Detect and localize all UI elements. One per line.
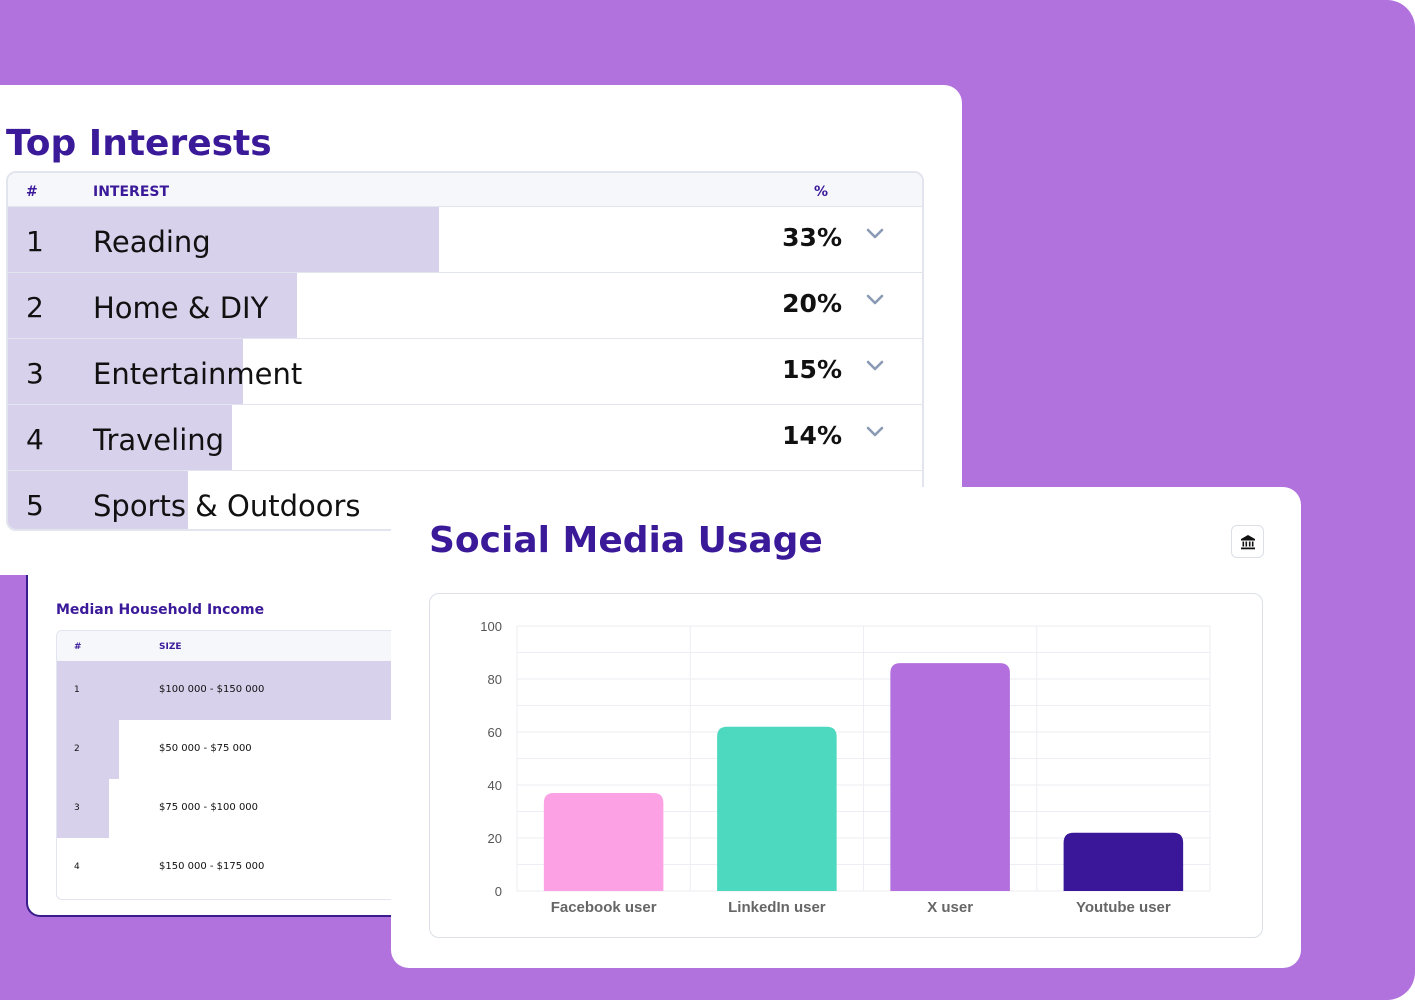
interest-name: Sports & Outdoors [93,489,361,523]
top-interests-title: Top Interests [6,123,272,164]
income-bar [57,779,109,838]
income-size: $100 000 - $150 000 [159,684,265,695]
income-row: 4 $150 000 - $175 000 [57,838,446,897]
interest-share-bar [8,339,243,404]
interest-percent: 14% [782,421,842,450]
bar-facebook-user [543,792,664,891]
interest-share-bar [8,207,439,272]
chevron-down-icon[interactable] [864,223,886,245]
income-table: # SIZE 1 $100 000 - $150 000 2 $50 000 - $7… [56,630,446,900]
chevron-down-icon[interactable] [864,421,886,443]
income-rank: 1 [74,685,80,695]
interest-rank: 3 [26,357,44,390]
y-tick-label: 20 [488,831,502,846]
x-tick-label: X user [927,899,973,916]
interest-rank: 4 [26,423,44,456]
social-media-card: Social Media Usage 0 20 40 60 80 100 Facebook … [391,487,1301,968]
y-tick-label: 0 [495,884,502,899]
chevron-down-icon[interactable] [864,289,886,311]
income-size: $150 000 - $175 000 [159,861,265,872]
income-bar [57,720,119,779]
income-rank: 4 [74,862,80,872]
bar-linkedin-user [717,726,837,891]
bar-youtube-user [1063,832,1184,891]
interest-share-bar [8,405,232,470]
interest-percent: 20% [782,289,842,318]
header-num: # [26,184,38,200]
interest-row[interactable]: 1 Reading 33% [8,207,922,273]
x-tick-label: LinkedIn user [728,899,826,916]
interest-rank: 2 [26,291,44,324]
income-size: $50 000 - $75 000 [159,743,252,754]
bar-x-user [890,663,1010,891]
social-media-chart: 0 20 40 60 80 100 Facebook user LinkedIn user X … [480,619,1211,916]
header-percent: % [814,184,829,200]
chart-container: 0 20 40 60 80 100 Facebook user LinkedIn user X … [429,593,1263,938]
income-rank: 3 [74,803,80,813]
interest-row[interactable]: 3 Entertainment 15% [8,339,922,405]
income-table-header: # SIZE [57,631,446,661]
income-rank: 2 [74,744,80,754]
interests-table: # INTEREST % 1 Reading 33% 2 Home & DIY 20% 3 E… [6,171,924,531]
interest-row[interactable]: 4 Traveling 14% [8,405,922,471]
interest-rank: 1 [26,225,44,258]
x-tick-label: Youtube user [1076,899,1171,916]
interest-name: Reading [93,225,211,259]
interest-row[interactable]: 2 Home & DIY 20% [8,273,922,339]
interest-name: Home & DIY [93,291,269,325]
income-card: Median Household Income # SIZE 1 $100 000… [26,575,446,917]
social-media-title: Social Media Usage [429,520,823,561]
interest-name: Entertainment [93,357,303,391]
income-title: Median Household Income [56,602,265,618]
income-header-size: SIZE [159,642,182,652]
income-size: $75 000 - $100 000 [159,802,259,813]
y-tick-label: 40 [488,778,502,793]
export-button[interactable] [1231,525,1264,558]
interest-name: Traveling [93,423,225,457]
income-row: 1 $100 000 - $150 000 [57,661,446,720]
interest-row[interactable]: 5 Sports & Outdoors [8,471,922,529]
top-interests-card: Top Interests # INTEREST % 1 Reading 33% 2 H… [0,85,962,575]
income-row: 3 $75 000 - $100 000 [57,779,446,838]
y-tick-label: 60 [488,725,502,740]
income-row: 2 $50 000 - $75 000 [57,720,446,779]
chevron-down-icon[interactable] [864,355,886,377]
interest-percent: 15% [782,355,842,384]
interests-table-header: # INTEREST % [8,173,922,207]
interest-share-bar [8,273,297,338]
interest-rank: 5 [26,489,44,522]
y-tick-label: 100 [480,619,502,634]
x-tick-label: Facebook user [551,899,657,916]
interest-share-bar [8,471,188,529]
header-interest: INTEREST [93,184,170,200]
income-header-num: # [74,642,82,652]
bank-icon [1241,535,1255,550]
income-bar [57,661,446,720]
y-tick-label: 80 [488,672,502,687]
interest-percent: 33% [782,223,842,252]
